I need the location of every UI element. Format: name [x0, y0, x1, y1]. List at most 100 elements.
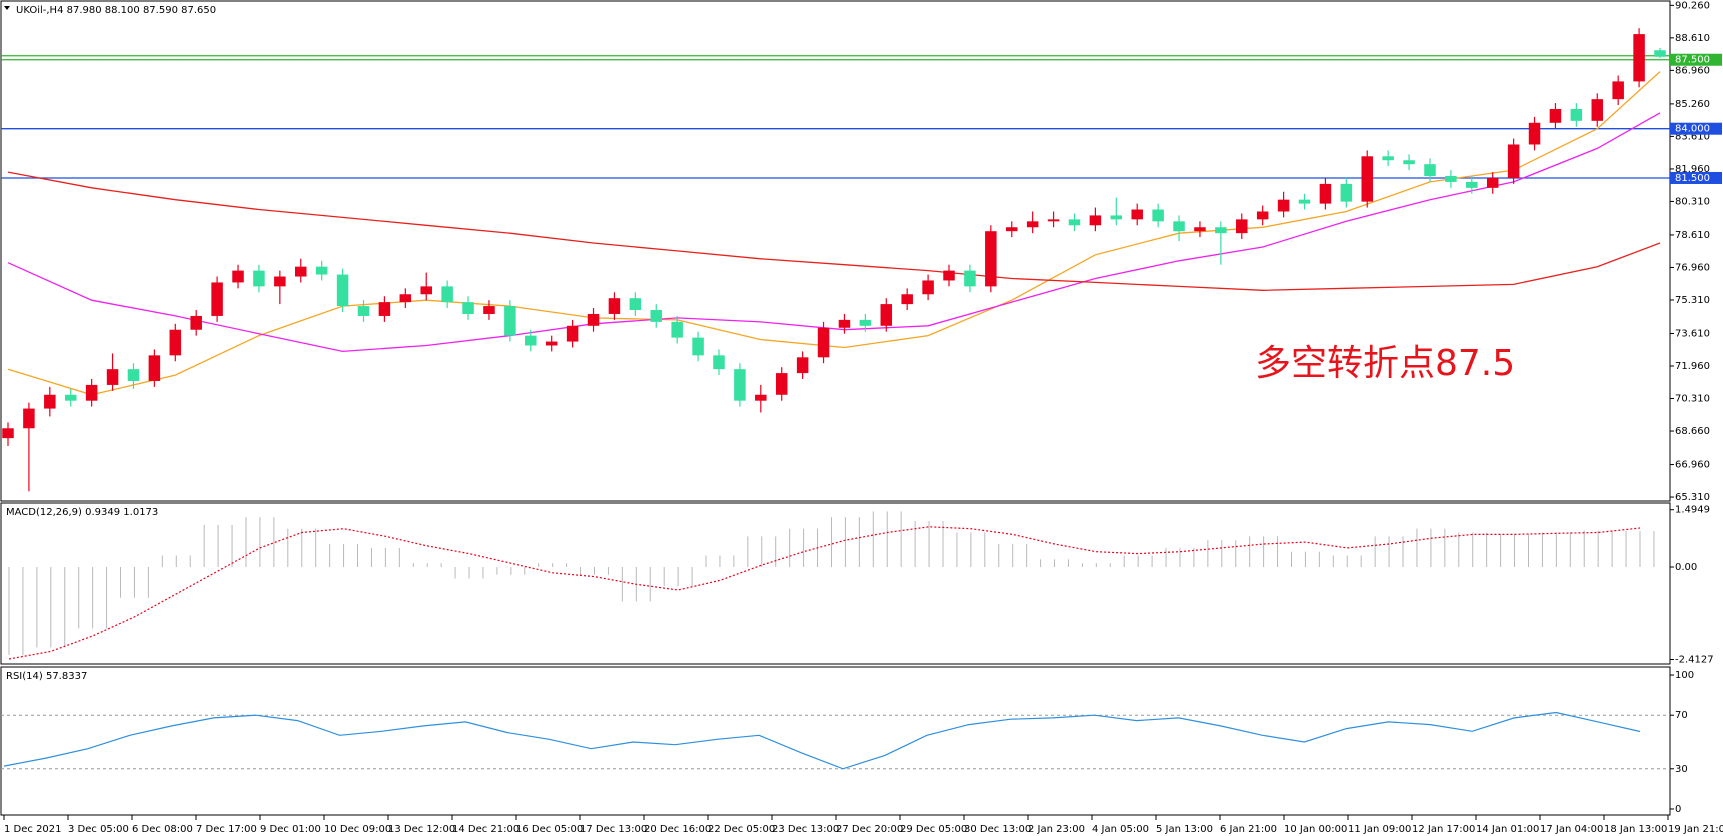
candle-body: [1486, 177, 1499, 188]
x-tick-label: 6 Dec 08:00: [132, 824, 193, 835]
candle-body: [127, 369, 140, 381]
y-tick-label: 83.610: [1675, 131, 1710, 142]
x-tick-label: 20 Dec 16:00: [644, 824, 711, 835]
panel-frame: [0, 666, 1671, 816]
candle-body: [755, 394, 767, 401]
y-tick-label: 80.310: [1675, 196, 1710, 207]
candle-body: [378, 302, 391, 316]
price-level-label: 81.500: [1675, 173, 1710, 184]
candle-body: [629, 298, 642, 311]
price-level-tag: [1670, 171, 1722, 184]
price-level-tag: [1670, 122, 1722, 135]
candle-body: [985, 231, 997, 287]
candle-body: [2, 428, 14, 439]
candle-body: [1361, 156, 1373, 202]
candle-body: [943, 270, 955, 281]
candle-body: [650, 310, 663, 322]
candle-body: [1089, 215, 1102, 226]
candle-body: [1131, 209, 1143, 220]
candle-body: [1068, 219, 1081, 226]
candle-body: [1507, 144, 1520, 178]
candle-body: [566, 325, 579, 342]
x-tick-label: 23 Dec 13:00: [772, 824, 839, 835]
candle-body: [671, 321, 683, 338]
y-tick-label: 0: [1675, 804, 1681, 815]
candle-body: [1570, 109, 1583, 121]
candle-body: [713, 355, 725, 370]
candle-body: [1256, 211, 1269, 220]
y-tick-label: 0.00: [1675, 562, 1697, 573]
candle-body: [64, 394, 77, 401]
price-level-label: 87.500: [1675, 55, 1710, 66]
candle-body: [315, 266, 328, 275]
y-tick-label: 73.610: [1675, 328, 1710, 339]
candle-body: [1319, 183, 1332, 204]
candle-body: [1005, 227, 1018, 232]
candle-body: [441, 286, 453, 303]
y-tick-label: 1.4949: [1675, 505, 1710, 516]
x-tick-label: 1 Dec 2021: [4, 824, 62, 835]
panel-header: UKOil-,H4 87.980 88.100 87.590 87.650: [16, 5, 216, 16]
candle-body: [1382, 156, 1394, 161]
header-arrow: [4, 6, 10, 10]
rsi-line: [3, 711, 1641, 770]
candle-body: [1236, 219, 1248, 234]
candle-body: [211, 282, 223, 316]
candle-body: [1612, 81, 1624, 100]
candle-body: [483, 306, 495, 314]
y-tick-label: 85.260: [1675, 99, 1710, 110]
candle-body: [23, 408, 35, 429]
x-tick-label: 2 Jan 23:00: [1028, 824, 1085, 835]
candle-body: [817, 327, 830, 358]
x-tick-label: 22 Dec 05:00: [708, 824, 775, 835]
signal-line: [8, 526, 1641, 660]
x-tick-label: 18 Jan 13:00: [1604, 824, 1667, 835]
y-tick-label: 88.610: [1675, 33, 1710, 44]
candle-body: [545, 341, 558, 346]
moving-average: [7, 171, 1661, 291]
x-tick-label: 9 Dec 01:00: [260, 824, 321, 835]
candle-body: [169, 329, 182, 356]
x-tick-label: 16 Dec 05:00: [516, 824, 583, 835]
candle-body: [336, 274, 349, 307]
candle-body: [1466, 181, 1478, 188]
candle-body: [357, 306, 370, 316]
x-tick-label: 17 Jan 04:00: [1540, 824, 1603, 835]
x-tick-label: 5 Jan 13:00: [1156, 824, 1213, 835]
candle-body: [232, 270, 244, 283]
candle-body: [85, 384, 98, 401]
candle-body: [274, 276, 286, 287]
x-tick-label: 12 Jan 17:00: [1412, 824, 1475, 835]
candle-body: [190, 315, 202, 330]
x-tick-label: 19 Jan 21:00: [1668, 824, 1723, 835]
candle-body: [148, 355, 161, 381]
candle-body: [420, 286, 432, 295]
candle-body: [1424, 164, 1436, 177]
candle-body: [859, 319, 872, 326]
x-tick-label: 10 Dec 09:00: [324, 824, 391, 835]
x-tick-label: 14 Jan 01:00: [1476, 824, 1539, 835]
candle-body: [1215, 227, 1227, 234]
x-tick-label: 7 Dec 17:00: [196, 824, 257, 835]
candle-body: [1110, 215, 1123, 220]
candle-body: [1340, 183, 1353, 202]
candle-body: [838, 319, 851, 328]
panel-frame: [0, 502, 1671, 665]
y-tick-label: 76.960: [1675, 262, 1710, 273]
candle-body: [901, 294, 913, 305]
candle-body: [608, 298, 621, 314]
y-tick-label: 75.310: [1675, 295, 1710, 306]
candle-body: [880, 304, 893, 326]
x-tick-label: 17 Dec 13:00: [580, 824, 647, 835]
candle-body: [796, 357, 809, 374]
y-tick-label: 71.960: [1675, 361, 1710, 372]
y-tick-label: 100: [1675, 670, 1694, 681]
candle-body: [504, 306, 516, 336]
price-level-label: 84.000: [1675, 124, 1710, 135]
candle-body: [1549, 109, 1562, 123]
candle-body: [462, 302, 474, 314]
annotation: 多空转折点87.5: [1255, 343, 1515, 384]
panel-header: MACD(12,26,9) 0.9349 1.0173: [6, 507, 158, 518]
